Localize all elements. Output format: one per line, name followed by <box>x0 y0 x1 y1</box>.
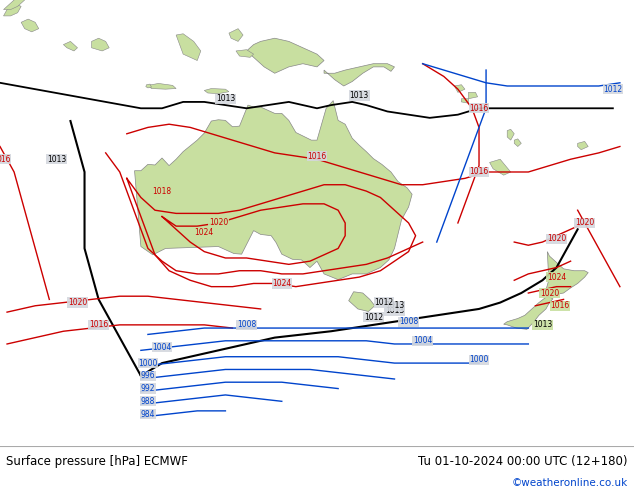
Text: 1020: 1020 <box>209 219 228 227</box>
Polygon shape <box>324 64 394 86</box>
Text: 016: 016 <box>0 155 11 164</box>
Text: 1018: 1018 <box>152 187 172 196</box>
Polygon shape <box>546 252 588 296</box>
Text: 1012: 1012 <box>604 85 623 94</box>
Text: 1013: 1013 <box>349 91 369 100</box>
Text: 1016: 1016 <box>469 168 489 176</box>
Polygon shape <box>469 92 477 99</box>
Polygon shape <box>578 142 588 150</box>
Text: 1004: 1004 <box>413 336 432 345</box>
Polygon shape <box>176 34 201 61</box>
Text: 1013: 1013 <box>47 155 66 164</box>
Text: 984: 984 <box>141 410 155 418</box>
Text: 1020: 1020 <box>540 289 559 297</box>
Text: 1008: 1008 <box>237 320 256 329</box>
Text: 1024: 1024 <box>195 228 214 237</box>
Polygon shape <box>507 129 514 140</box>
Text: 1013: 1013 <box>385 301 404 310</box>
Polygon shape <box>247 38 324 74</box>
Text: 1012: 1012 <box>374 298 394 307</box>
Text: Tu 01-10-2024 00:00 UTC (12+180): Tu 01-10-2024 00:00 UTC (12+180) <box>418 455 628 468</box>
Text: 1024: 1024 <box>547 272 566 282</box>
Text: ©weatheronline.co.uk: ©weatheronline.co.uk <box>512 478 628 489</box>
Text: 1008: 1008 <box>399 317 418 326</box>
Polygon shape <box>236 49 254 57</box>
Text: 1000: 1000 <box>469 355 489 365</box>
Text: 1000: 1000 <box>138 359 158 368</box>
Text: 1004: 1004 <box>152 343 172 352</box>
Polygon shape <box>4 0 25 10</box>
Text: 1020: 1020 <box>68 298 87 307</box>
Text: 1020: 1020 <box>547 234 566 244</box>
Polygon shape <box>146 84 152 88</box>
Text: 1013: 1013 <box>533 320 552 329</box>
Text: 996: 996 <box>141 371 155 380</box>
Polygon shape <box>148 83 176 89</box>
Polygon shape <box>229 28 243 42</box>
Polygon shape <box>63 42 77 51</box>
Polygon shape <box>349 292 375 312</box>
Polygon shape <box>455 85 465 92</box>
Text: 1016: 1016 <box>89 320 108 329</box>
Polygon shape <box>503 296 553 329</box>
Polygon shape <box>21 19 39 32</box>
Text: 1024: 1024 <box>272 279 292 288</box>
Polygon shape <box>204 89 229 94</box>
Polygon shape <box>462 99 469 103</box>
Text: 988: 988 <box>141 397 155 406</box>
Text: Surface pressure [hPa] ECMWF: Surface pressure [hPa] ECMWF <box>6 455 188 468</box>
Text: 1013: 1013 <box>216 94 235 103</box>
Text: 1013: 1013 <box>385 306 404 316</box>
Text: 1016: 1016 <box>550 301 570 310</box>
Text: 1016: 1016 <box>469 104 489 113</box>
Polygon shape <box>91 38 109 51</box>
Polygon shape <box>4 3 21 16</box>
Text: 992: 992 <box>141 384 155 393</box>
Polygon shape <box>489 159 511 175</box>
Text: 1012: 1012 <box>364 313 383 322</box>
Text: 1020: 1020 <box>575 219 594 227</box>
Polygon shape <box>514 139 521 147</box>
Text: 1016: 1016 <box>307 151 327 161</box>
Polygon shape <box>134 100 412 280</box>
